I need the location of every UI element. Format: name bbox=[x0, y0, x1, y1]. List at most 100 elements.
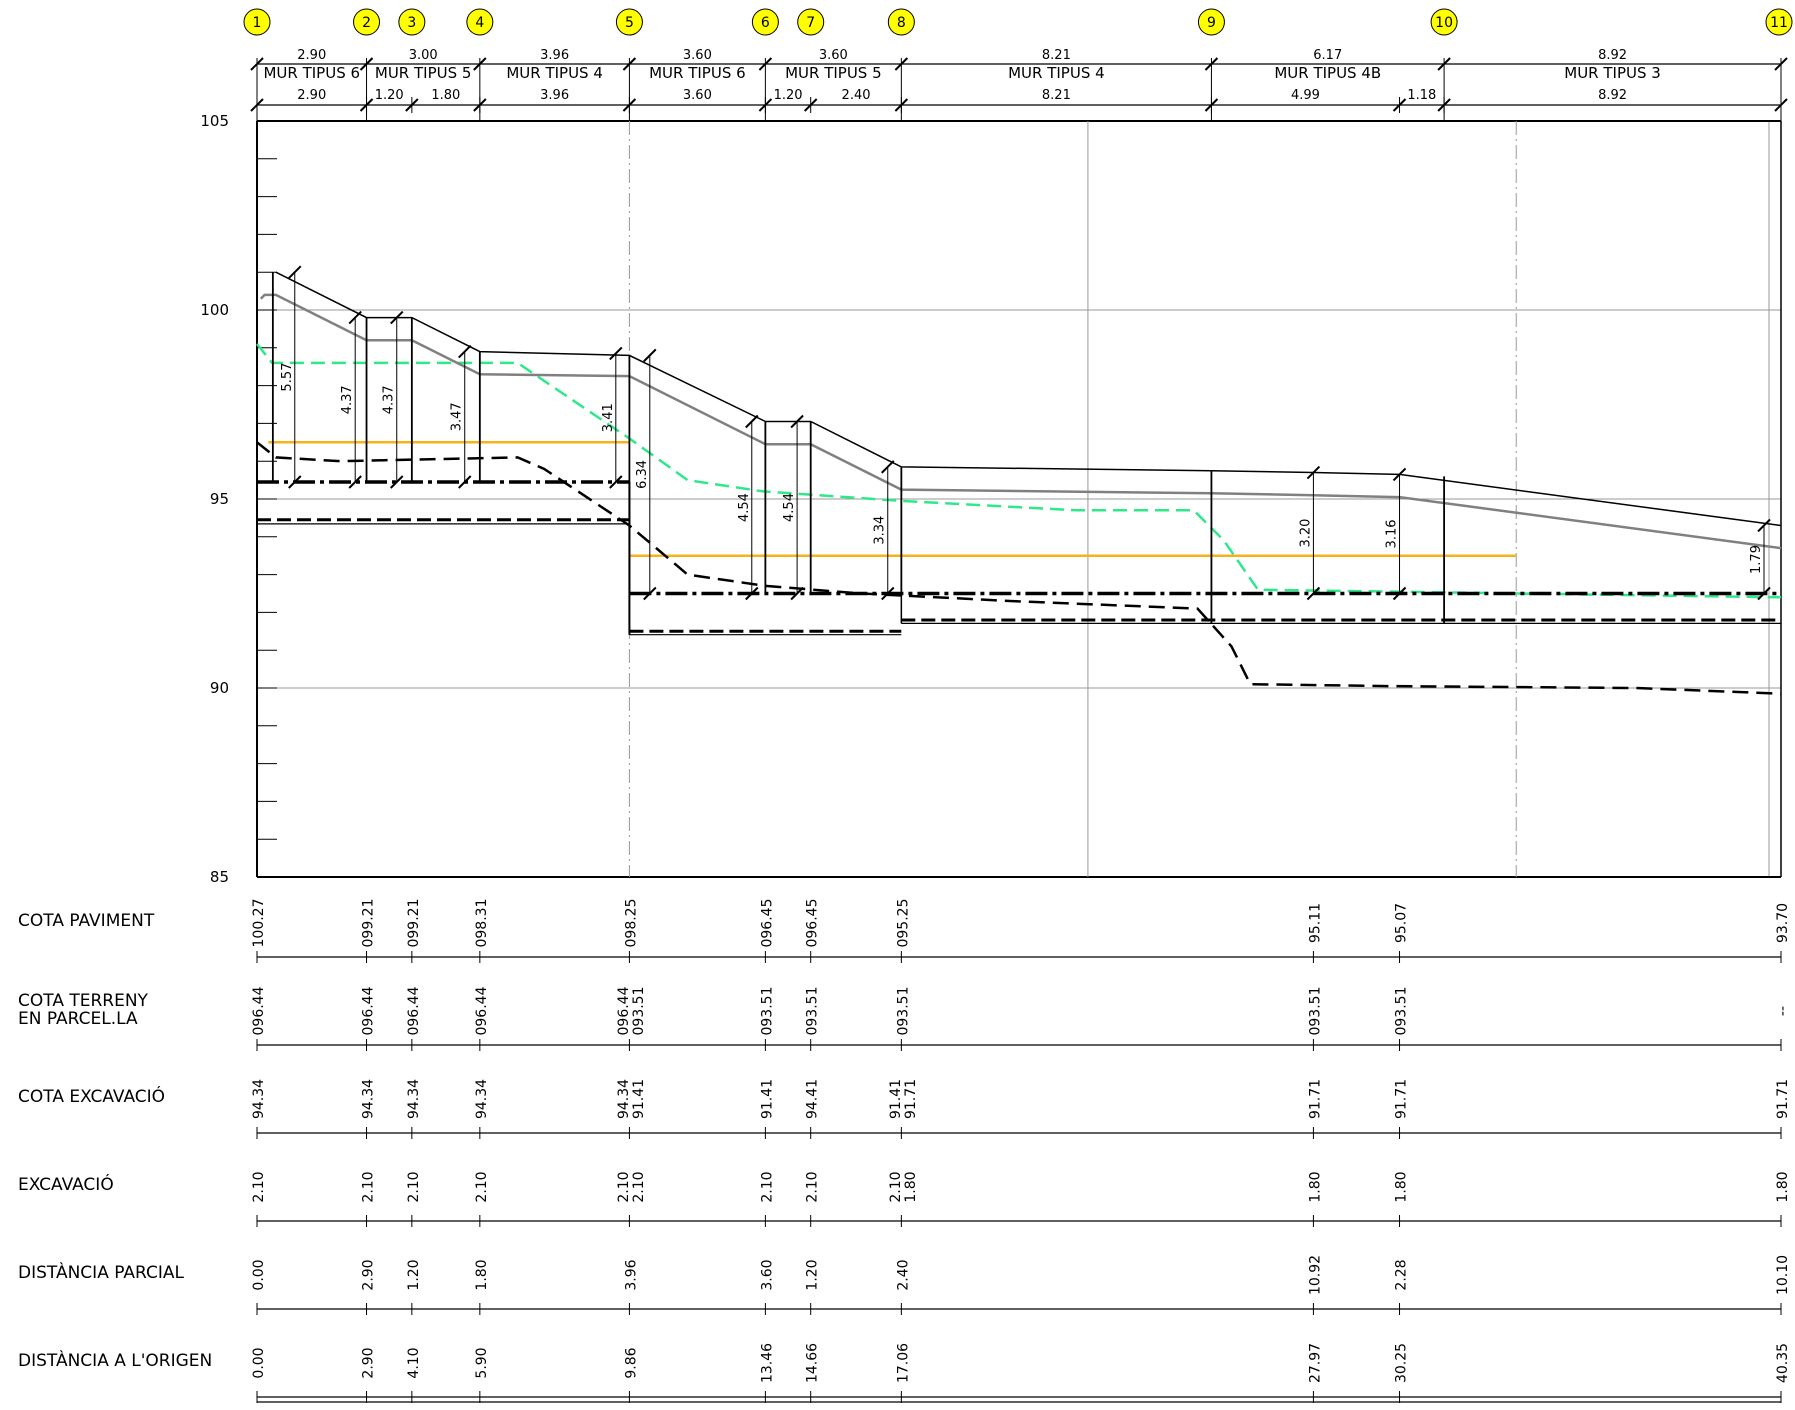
table-cell-value: 2.90 bbox=[361, 1347, 377, 1378]
table-cell-value: 098.25 bbox=[623, 899, 639, 948]
table-cell-value: 5.90 bbox=[474, 1347, 490, 1378]
table-cell-value: 0.00 bbox=[251, 1347, 267, 1378]
dimension-tick bbox=[390, 475, 404, 489]
table-cell-value: 093.51 bbox=[1394, 987, 1410, 1036]
sub-dimension-label: 3.60 bbox=[683, 88, 712, 103]
dimension-tick bbox=[1757, 586, 1771, 601]
table-cell-value: 2.10 bbox=[406, 1171, 422, 1202]
segment-length-label: 3.96 bbox=[540, 48, 569, 63]
table-cell-value: 2.10 bbox=[805, 1171, 821, 1202]
point-marker-label: 7 bbox=[806, 15, 815, 31]
table-cell-value: 093.51 bbox=[805, 987, 821, 1036]
point-marker-1 bbox=[243, 8, 271, 36]
table-cell-value: 099.21 bbox=[361, 899, 377, 948]
y-tick-label: 90 bbox=[210, 679, 229, 697]
table-cell-value: 94.34 bbox=[406, 1079, 422, 1119]
data-table: COTA PAVIMENT 100.27 099.21 099.21 098.31 098… bbox=[18, 899, 1791, 1403]
dimension-tick bbox=[643, 348, 657, 363]
point-marker-8 bbox=[887, 8, 915, 36]
table-cell-value: 2.10 bbox=[474, 1171, 490, 1202]
height-dimension-label: 4.37 bbox=[382, 385, 397, 414]
sub-dimension-label: 1.20 bbox=[375, 88, 404, 103]
table-cell-value: 3.96 bbox=[623, 1259, 639, 1290]
table-cell-value: 098.31 bbox=[474, 899, 490, 948]
dimension-tick bbox=[894, 57, 909, 71]
dimension-tick bbox=[745, 586, 759, 601]
table-cell-value: 94.34 bbox=[474, 1079, 490, 1119]
table-cell-value: 093.51 bbox=[759, 987, 775, 1036]
dimension-tick bbox=[1392, 586, 1407, 601]
point-marker-label: 5 bbox=[625, 15, 634, 31]
y-tick-label: 95 bbox=[210, 490, 229, 508]
table-cell-value: 40.35 bbox=[1775, 1343, 1791, 1383]
dimension-tick bbox=[1306, 586, 1321, 601]
point-marker-label: 1 bbox=[253, 15, 262, 31]
segment-length-label: 2.90 bbox=[297, 48, 326, 63]
table-cell-value: 2.90 bbox=[361, 1259, 377, 1290]
table-cell-value: 91.41 bbox=[759, 1079, 775, 1119]
sub-dimension-label: 3.96 bbox=[540, 88, 569, 103]
table-cell-value: 1.20 bbox=[805, 1259, 821, 1290]
table-cell-value: 94.41 bbox=[805, 1079, 821, 1119]
height-dimension-label: 6.34 bbox=[635, 460, 650, 489]
table-cell-value: 1.80 bbox=[1775, 1171, 1791, 1202]
dimension-tick bbox=[250, 57, 264, 71]
dimension-tick bbox=[390, 310, 404, 325]
table-cell-value: 099.21 bbox=[406, 899, 422, 948]
table-cell-value: 093.51 bbox=[1307, 987, 1323, 1036]
height-dimension-label: 4.37 bbox=[340, 385, 355, 414]
table-cell-value: 1.20 bbox=[406, 1259, 422, 1290]
sub-dimension-label: 1.18 bbox=[1407, 88, 1436, 103]
height-dimension-label: 3.41 bbox=[601, 403, 616, 432]
point-marker-11 bbox=[1765, 8, 1793, 36]
point-marker-7 bbox=[797, 8, 825, 36]
table-cell-value: 1.80 bbox=[1394, 1171, 1410, 1202]
table-cell-value: 14.66 bbox=[805, 1343, 821, 1383]
table-cell-value: 95.11 bbox=[1307, 903, 1323, 943]
table-cell-value: 096.45 bbox=[759, 899, 775, 948]
table-cell-value: 3.60 bbox=[759, 1259, 775, 1290]
point-marker-label: 11 bbox=[1770, 15, 1788, 31]
table-cell-value: 94.34 bbox=[361, 1079, 377, 1119]
sub-dimension-label: 2.40 bbox=[842, 88, 871, 103]
segment-wall-type-label: MUR TIPUS 4 bbox=[506, 64, 603, 82]
table-cell-value: 17.06 bbox=[895, 1343, 911, 1383]
point-marker-6 bbox=[751, 8, 779, 36]
table-cell-value: 0.00 bbox=[251, 1259, 267, 1290]
dimension-tick bbox=[609, 346, 623, 361]
table-cell-value: 13.46 bbox=[759, 1343, 775, 1383]
dimension-tick bbox=[288, 265, 302, 279]
segment-wall-type-label: MUR TIPUS 4 bbox=[1008, 64, 1105, 82]
profile-lines bbox=[256, 271, 1782, 695]
dimension-tick bbox=[881, 586, 895, 601]
dimension-tick bbox=[458, 344, 472, 359]
table-cell-value: 1.80 bbox=[1307, 1171, 1323, 1202]
point-marker-5 bbox=[615, 8, 643, 36]
table-cell-value: 10.92 bbox=[1307, 1255, 1323, 1295]
segment-length-label: 8.92 bbox=[1598, 48, 1627, 63]
table-cell-value: 27.97 bbox=[1307, 1343, 1323, 1383]
table-cell-value: 91.71 bbox=[1775, 1079, 1791, 1119]
table-cell-value: 2.10 bbox=[888, 1171, 904, 1202]
terrain-line-green bbox=[256, 343, 1782, 599]
table-cell-value: 94.34 bbox=[616, 1079, 632, 1119]
table-row-label: DISTÀNCIA A L'ORIGEN bbox=[18, 1349, 212, 1371]
table-cell-value: 2.10 bbox=[361, 1171, 377, 1202]
table-cell-value: 91.41 bbox=[888, 1079, 904, 1119]
table-cell-value: 94.34 bbox=[251, 1079, 267, 1119]
dimension-tick bbox=[790, 586, 804, 601]
table-cell-value: 1.80 bbox=[474, 1259, 490, 1290]
table-row-label: EN PARCEL.LA bbox=[18, 1009, 138, 1029]
height-dimension-label: 4.54 bbox=[737, 493, 752, 522]
table-cell-value: 2.10 bbox=[251, 1171, 267, 1202]
sub-dimension-label: 8.92 bbox=[1598, 88, 1627, 103]
dimension-tick bbox=[473, 57, 487, 71]
point-marker-label: 2 bbox=[362, 15, 371, 31]
point-marker-label: 9 bbox=[1207, 15, 1216, 31]
table-row-label: COTA EXCAVACIÓ bbox=[18, 1085, 165, 1107]
segment-wall-type-label: MUR TIPUS 6 bbox=[263, 64, 360, 82]
table-cell-value: 096.45 bbox=[805, 899, 821, 948]
table-row-label: DISTÀNCIA PARCIAL bbox=[18, 1261, 184, 1283]
height-dimension-label: 1.79 bbox=[1749, 545, 1764, 574]
dimension-tick bbox=[1757, 518, 1771, 533]
